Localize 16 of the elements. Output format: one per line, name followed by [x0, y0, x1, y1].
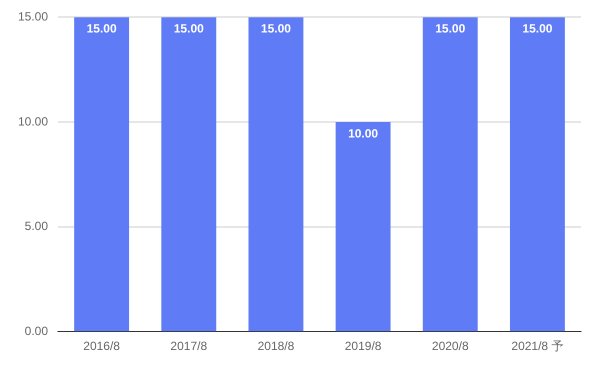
data-label: 15.00 — [435, 22, 466, 36]
data-label: 15.00 — [86, 22, 117, 36]
x-tick-label: 2018/8 — [258, 339, 295, 354]
x-tick-label: 2016/8 — [83, 339, 120, 354]
x-tick-label: 2019/8 — [344, 339, 382, 354]
y-tick-label: 10.00 — [18, 114, 48, 128]
data-label: 10.00 — [348, 126, 378, 140]
x-tick-label: 2017/8 — [170, 339, 208, 354]
x-tick-label: 2021/8 予 — [511, 339, 564, 354]
y-tick-label: 0.00 — [24, 324, 48, 338]
data-label: 15.00 — [522, 22, 553, 36]
y-tick-label: 5.00 — [24, 219, 48, 234]
data-label: 15.00 — [260, 22, 292, 36]
x-tick-label: 2020/8 — [432, 339, 469, 354]
data-label: 15.00 — [174, 22, 204, 36]
y-tick-label: 15.00 — [18, 10, 48, 24]
